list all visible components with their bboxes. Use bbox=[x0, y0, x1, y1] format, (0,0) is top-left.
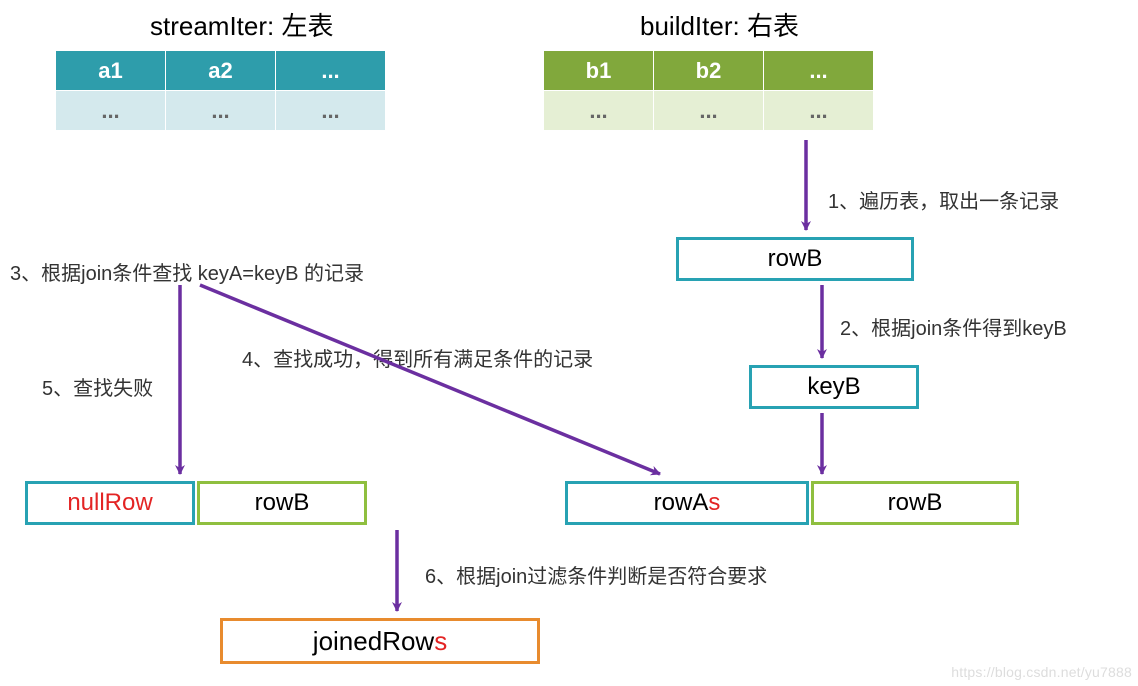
box-rowB-left: rowB bbox=[197, 481, 367, 525]
box-rowB-right: rowB bbox=[811, 481, 1019, 525]
watermark: https://blog.csdn.net/yu7888 bbox=[951, 664, 1132, 680]
left-table: a1a2... ......... bbox=[55, 50, 386, 131]
keyB-text: keyB bbox=[807, 373, 860, 401]
step-3-label: 3、根据join条件查找 keyA=keyB 的记录 bbox=[10, 257, 364, 286]
step-2-label: 2、根据join条件得到keyB bbox=[840, 312, 1067, 341]
table-header-cell: ... bbox=[764, 51, 874, 91]
right-table-title: buildIter: 右表 bbox=[640, 6, 799, 43]
box-nullRow: nullRow bbox=[25, 481, 195, 525]
table-body-cell: ... bbox=[654, 91, 764, 131]
step-5-label: 5、查找失败 bbox=[42, 372, 153, 401]
rowAs-text: rowAs bbox=[654, 489, 721, 517]
left-table-title: streamIter: 左表 bbox=[150, 6, 333, 43]
box-rowB-top: rowB bbox=[676, 237, 914, 281]
table-header-cell: b1 bbox=[544, 51, 654, 91]
step-1-label: 1、遍历表，取出一条记录 bbox=[828, 185, 1059, 214]
table-body-cell: ... bbox=[764, 91, 874, 131]
box-joinedRows: joinedRows bbox=[220, 618, 540, 664]
right-table: b1b2... ......... bbox=[543, 50, 874, 131]
table-body-cell: ... bbox=[276, 91, 386, 131]
table-body-cell: ... bbox=[166, 91, 276, 131]
step-4-label: 4、查找成功，得到所有满足条件的记录 bbox=[242, 343, 593, 372]
table-body-cell: ... bbox=[56, 91, 166, 131]
joinedRows-text: joinedRows bbox=[313, 626, 447, 657]
table-header-cell: a2 bbox=[166, 51, 276, 91]
arrow-4 bbox=[200, 285, 660, 474]
rowB-right-text: rowB bbox=[888, 489, 943, 517]
table-body-cell: ... bbox=[544, 91, 654, 131]
table-header-cell: ... bbox=[276, 51, 386, 91]
rowB-left-text: rowB bbox=[255, 489, 310, 517]
rowB-top-text: rowB bbox=[768, 245, 823, 273]
table-header-cell: a1 bbox=[56, 51, 166, 91]
box-keyB: keyB bbox=[749, 365, 919, 409]
step-6-label: 6、根据join过滤条件判断是否符合要求 bbox=[425, 560, 767, 589]
table-header-cell: b2 bbox=[654, 51, 764, 91]
box-rowAs: rowAs bbox=[565, 481, 809, 525]
nullRow-text: nullRow bbox=[67, 489, 152, 517]
